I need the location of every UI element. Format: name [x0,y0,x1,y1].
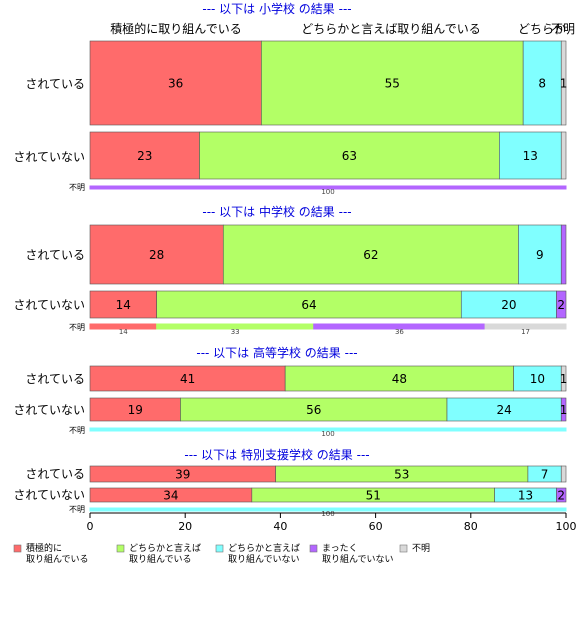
data-label: 34 [163,489,178,503]
x-tick-label: 0 [87,520,94,533]
bar-segment [560,224,567,285]
data-label: 1 [560,77,568,91]
row-label: されている [25,372,85,386]
bar-segment [556,487,567,503]
data-label: 24 [496,403,511,417]
bar-segment [499,131,562,180]
data-label: 2 [557,489,565,503]
row-label: されていない [13,403,85,417]
data-label: 100 [321,510,334,518]
data-label: 36 [168,77,183,91]
panel-title: --- 以下は 中学校 の結果 --- [202,204,351,219]
data-label: 41 [180,372,195,386]
legend-label: 取り組んでいない [228,553,300,565]
x-tick-label: 80 [464,520,478,533]
bar-segment [518,224,562,285]
data-label: 100 [321,430,334,438]
data-label: 20 [501,298,516,312]
bar-segment [560,465,567,483]
data-label: 55 [385,77,400,91]
data-label: 17 [521,328,530,336]
data-label: 51 [366,489,381,503]
data-label: 19 [128,403,143,417]
data-label: 8 [538,77,546,91]
bar-segment [199,131,500,180]
x-tick-label: 100 [556,520,577,533]
legend-swatch [215,544,224,553]
top-category-label: 積極的に取り組んでいる [110,21,241,36]
data-label: 36 [395,328,404,336]
data-label: 13 [523,149,538,163]
row-label-unknown: 不明 [69,426,85,435]
bar-segment [89,131,200,180]
data-label: 1 [560,403,568,417]
bar-segment [156,290,462,319]
bar-segment [484,323,567,330]
data-label: 1 [560,372,568,386]
bar-segment [89,185,567,190]
bar-segment [261,40,524,126]
bar-segment [89,365,286,392]
data-label: 53 [394,468,409,482]
row-label: されている [25,248,85,262]
bar-segment [556,290,567,319]
panel-title: --- 以下は 小学校 の結果 --- [202,1,351,16]
legend-label: 取り組んでいる [26,553,89,565]
data-label: 14 [116,298,131,312]
legend-label: 不明 [412,543,430,554]
bar-segment [560,397,567,422]
x-tick-label: 40 [273,520,287,533]
panel-title: --- 以下は 高等学校 の結果 --- [196,345,357,360]
legend-swatch [13,544,22,553]
row-label: されていない [13,150,85,164]
data-label: 2 [557,298,565,312]
x-tick-label: 60 [369,520,383,533]
data-label: 64 [301,298,316,312]
legend-label: どちらかと言えば [129,542,201,554]
legend-label: どちらかと言えば [228,542,300,554]
legend-swatch [116,544,125,553]
row-label-unknown: 不明 [69,183,85,192]
data-label: 48 [392,372,407,386]
data-label: 33 [231,328,240,336]
data-label: 62 [363,248,378,262]
legend-swatch [399,544,408,553]
bar-segment [560,131,567,180]
bar-segment [89,427,567,432]
data-label: 23 [137,149,152,163]
data-label: 39 [175,468,190,482]
x-tick-label: 20 [178,520,192,533]
data-label: 9 [536,248,544,262]
data-label: 13 [518,489,533,503]
row-label: されている [25,467,85,481]
bar-segment [284,365,514,392]
panel-title: --- 以下は 特別支援学校 の結果 --- [184,447,369,462]
data-label: 14 [119,328,128,336]
legend-label: まったく [322,543,358,554]
data-label: 28 [149,248,164,262]
data-label: 100 [321,188,334,196]
bar-segment [560,365,567,392]
row-label: されていない [13,298,85,312]
top-category-label: どちらか [518,22,566,36]
legend-label: 積極的に [26,542,62,554]
legend-swatch [309,544,318,553]
bar-segment [89,224,224,285]
data-label: 56 [306,403,321,417]
bar-segment [89,507,567,512]
bar-segment [513,365,562,392]
row-label-unknown: 不明 [69,323,85,332]
legend-label: 取り組んでいない [322,553,394,565]
row-label: されていない [13,488,85,502]
data-label: 63 [342,149,357,163]
data-label: 10 [530,372,545,386]
row-label: されている [25,77,85,91]
top-category-label: 不明 [551,22,575,36]
top-category-label: どちらかと言えば取り組んでいる [301,22,480,36]
row-label-unknown: 不明 [69,505,85,514]
bar-segment [560,40,567,126]
data-label: 7 [541,468,549,482]
legend-label: 取り組んでいる [129,553,192,565]
